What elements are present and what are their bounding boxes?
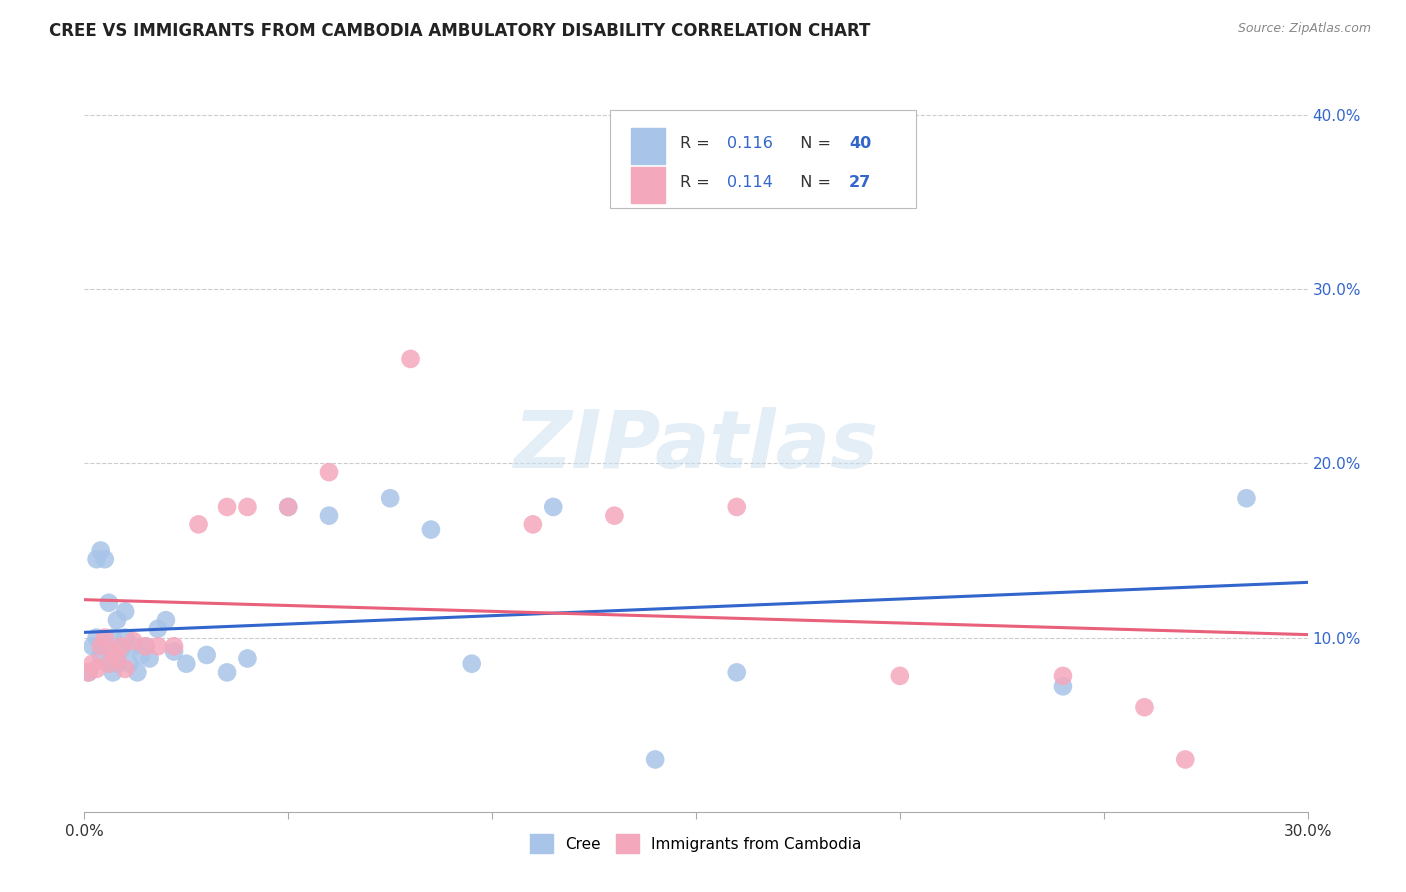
Text: Source: ZipAtlas.com: Source: ZipAtlas.com [1237, 22, 1371, 36]
Point [155, 613, 177, 627]
Point [318, 508, 340, 523]
Text: ZIPatlas: ZIPatlas [513, 407, 879, 485]
Point [318, 465, 340, 479]
Text: 27: 27 [849, 175, 872, 190]
Point [644, 752, 666, 766]
Point [1133, 700, 1156, 714]
Legend: Cree, Immigrants from Cambodia: Cree, Immigrants from Cambodia [524, 828, 868, 859]
Point [101, 631, 124, 645]
Point [461, 657, 484, 671]
Point [543, 500, 565, 514]
Point [97, 657, 120, 671]
Point [82, 640, 104, 654]
Point [93, 631, 115, 645]
Point [82, 657, 104, 671]
Point [725, 500, 748, 514]
Point [217, 500, 239, 514]
Point [163, 644, 186, 658]
Point [1174, 752, 1197, 766]
Text: 40: 40 [849, 136, 872, 152]
Text: N =: N = [790, 136, 837, 152]
Point [90, 648, 112, 662]
Point [77, 665, 100, 680]
Text: 0.116: 0.116 [727, 136, 772, 152]
Point [122, 640, 145, 654]
Point [146, 622, 169, 636]
Point [127, 665, 149, 680]
Point [122, 634, 145, 648]
Point [1052, 669, 1074, 683]
FancyBboxPatch shape [610, 110, 917, 209]
Point [90, 543, 112, 558]
Text: R =: R = [681, 175, 714, 190]
Point [105, 613, 128, 627]
Point [105, 657, 128, 671]
Point [135, 640, 157, 654]
Text: N =: N = [790, 175, 837, 190]
Point [110, 640, 132, 654]
Point [93, 552, 115, 566]
Point [131, 648, 153, 662]
Point [277, 500, 299, 514]
Point [146, 640, 169, 654]
Point [97, 596, 120, 610]
Point [236, 651, 259, 665]
Point [114, 662, 136, 676]
Point [86, 662, 108, 676]
Point [420, 523, 443, 537]
Text: 0.114: 0.114 [727, 175, 772, 190]
Point [1236, 491, 1258, 506]
Bar [631, 167, 665, 202]
Point [380, 491, 402, 506]
Point [163, 640, 186, 654]
Bar [631, 128, 665, 164]
Point [90, 640, 112, 654]
Point [77, 665, 100, 680]
Point [174, 657, 197, 671]
Point [603, 508, 626, 523]
Point [889, 669, 911, 683]
Point [725, 665, 748, 680]
Text: CREE VS IMMIGRANTS FROM CAMBODIA AMBULATORY DISABILITY CORRELATION CHART: CREE VS IMMIGRANTS FROM CAMBODIA AMBULAT… [49, 22, 870, 40]
Point [86, 552, 108, 566]
Point [118, 657, 141, 671]
Point [93, 640, 115, 654]
Point [522, 517, 544, 532]
Point [138, 651, 160, 665]
Point [101, 665, 124, 680]
Point [399, 351, 422, 366]
Point [217, 665, 239, 680]
Point [110, 642, 132, 657]
Point [187, 517, 209, 532]
Text: R =: R = [681, 136, 714, 152]
Point [101, 644, 124, 658]
Point [135, 640, 157, 654]
Point [114, 604, 136, 618]
Point [236, 500, 259, 514]
Point [195, 648, 218, 662]
Point [86, 631, 108, 645]
Point [97, 657, 120, 671]
Point [114, 631, 136, 645]
Point [277, 500, 299, 514]
Point [105, 651, 128, 665]
Point [1052, 679, 1074, 693]
